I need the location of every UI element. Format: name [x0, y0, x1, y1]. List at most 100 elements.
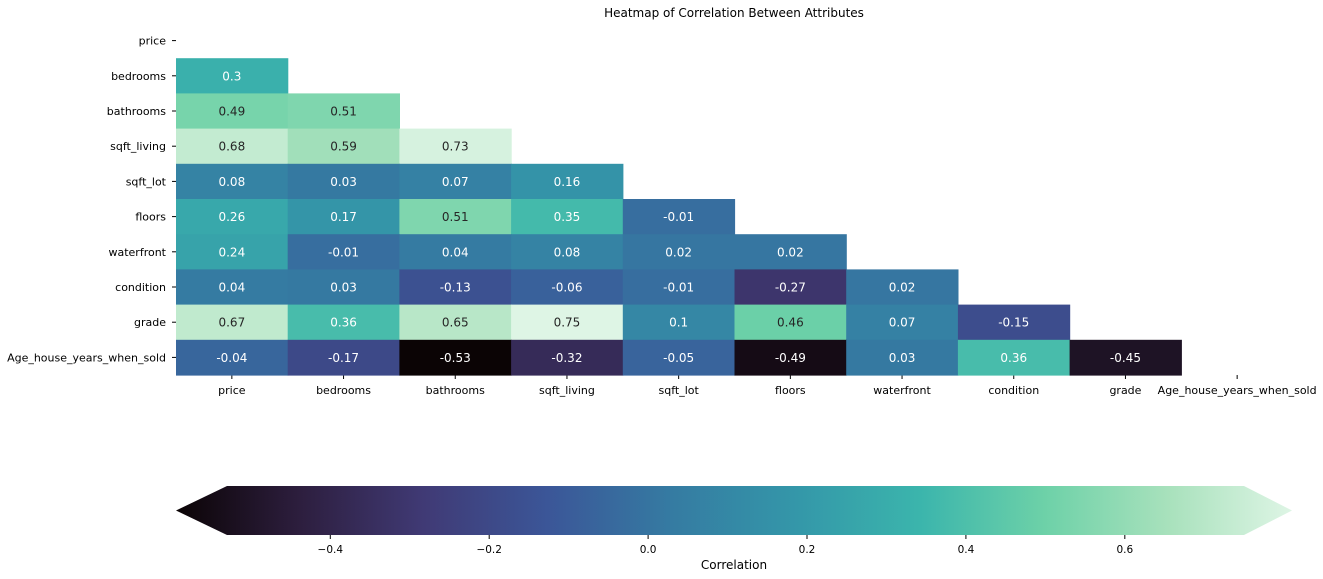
heatmap-cell: [734, 339, 847, 376]
cell-value: -0.15: [998, 316, 1029, 330]
heatmap-cell: [287, 93, 400, 130]
heatmap-cell: [399, 128, 512, 165]
colorbar-tick-label: −0.2: [476, 544, 502, 556]
heatmap-cell: [287, 163, 400, 200]
heatmap-cell: [176, 199, 289, 235]
cell-value: -0.01: [663, 210, 694, 224]
col-label: grade: [1109, 384, 1141, 397]
cell-value: 0.03: [330, 175, 357, 189]
col-label: condition: [988, 384, 1039, 397]
cell-value: 0.75: [554, 316, 581, 330]
row-label: Age_house_years_when_sold: [7, 351, 166, 364]
row-label: floors: [135, 211, 166, 224]
heatmap-cell: [287, 234, 400, 270]
cell-value: 0.59: [330, 140, 357, 154]
cell-value: 0.02: [777, 245, 804, 259]
heatmap-cell: [622, 199, 736, 235]
heatmap-cells: 0.3 0.49 0.51 0.68 0.59 0.73 0.08 0.03 0.07 0.16 0…: [176, 58, 1182, 376]
heatmap-cell: [399, 199, 512, 235]
col-label: bedrooms: [316, 384, 371, 397]
row-label: condition: [115, 281, 166, 294]
cell-value: 0.02: [665, 245, 692, 259]
heatmap-cell: [622, 339, 736, 376]
cell-value: -0.53: [440, 351, 471, 365]
heatmap-cell: [399, 304, 512, 341]
col-labels: price bedrooms bathrooms sqft_living sqft_lo…: [218, 375, 1317, 397]
colorbar-label: Correlation: [701, 558, 767, 572]
heatmap-cell: [287, 128, 400, 165]
row-label: sqft_living: [110, 140, 166, 153]
heatmap-cell: [846, 304, 959, 341]
cell-value: 0.16: [554, 175, 581, 189]
cell-value: -0.27: [775, 281, 806, 295]
colorbar-tick-label: 0.0: [640, 544, 657, 556]
cell-value: -0.06: [551, 281, 582, 295]
cell-value: 0.02: [889, 281, 916, 295]
heatmap-cell: [622, 304, 736, 341]
colorbar-tick-label: 0.6: [1116, 544, 1133, 556]
heatmap-cell: [511, 199, 624, 235]
cell-value: -0.05: [663, 351, 694, 365]
cell-value: 0.65: [442, 316, 469, 330]
cell-value: -0.13: [440, 281, 471, 295]
heatmap-cell: [399, 269, 512, 306]
colorbar: −0.4 −0.2 0.0 0.2 0.4 0.6 Correlation: [176, 486, 1292, 572]
heatmap-cell: [176, 128, 289, 165]
cell-value: 0.35: [554, 210, 581, 224]
cell-value: 0.73: [442, 140, 469, 154]
heatmap-cell: [399, 339, 512, 376]
col-label: sqft_living: [539, 384, 595, 397]
col-label: price: [218, 384, 246, 397]
cell-value: -0.49: [775, 351, 806, 365]
heatmap-cell: [176, 304, 289, 341]
cell-value: 0.36: [330, 316, 357, 330]
heatmap-cell: [957, 304, 1071, 341]
cell-value: 0.67: [218, 316, 245, 330]
colorbar-tick-label: −0.4: [318, 544, 344, 556]
col-label: waterfront: [873, 384, 931, 397]
heatmap-cell: [1069, 339, 1182, 376]
cell-value: 0.51: [442, 210, 469, 224]
heatmap-cell: [511, 163, 624, 200]
cell-value: 0.03: [889, 351, 916, 365]
row-label: bathrooms: [107, 105, 166, 118]
cell-value: 0.49: [218, 105, 245, 119]
heatmap-cell: [287, 199, 400, 235]
heatmap-cell: [734, 269, 847, 306]
cell-value: 0.04: [218, 281, 245, 295]
heatmap-cell: [511, 269, 624, 306]
cell-value: -0.45: [1110, 351, 1141, 365]
heatmap-cell: [846, 269, 959, 306]
cell-value: 0.1: [669, 316, 688, 330]
cell-value: -0.32: [551, 351, 582, 365]
heatmap-cell: [957, 339, 1071, 376]
cell-value: -0.04: [216, 351, 247, 365]
cell-value: 0.46: [777, 316, 804, 330]
cell-value: 0.08: [554, 245, 581, 259]
cell-value: 0.08: [218, 175, 245, 189]
heatmap-cell: [511, 304, 624, 341]
cell-value: 0.3: [222, 69, 241, 83]
col-label: bathrooms: [426, 384, 485, 397]
cell-value: 0.07: [442, 175, 469, 189]
heatmap-cell: [176, 269, 289, 306]
col-label: sqft_lot: [658, 384, 699, 397]
cell-value: -0.01: [663, 281, 694, 295]
colorbar-body: [176, 486, 1292, 535]
row-label: sqft_lot: [126, 175, 167, 188]
cell-value: -0.01: [328, 245, 359, 259]
cell-value: 0.68: [218, 140, 245, 154]
row-label: waterfront: [108, 246, 166, 259]
cell-value: 0.17: [330, 210, 357, 224]
cell-value: 0.51: [330, 105, 357, 119]
heatmap-cell: [734, 304, 847, 341]
heatmap-cell: [176, 339, 289, 376]
heatmap-cell: [176, 58, 289, 94]
heatmap-cell: [176, 93, 289, 130]
heatmap-cell: [511, 234, 624, 270]
heatmap-cell: [287, 339, 400, 376]
row-label: bedrooms: [111, 70, 166, 83]
col-label: Age_house_years_when_sold: [1158, 384, 1317, 397]
col-label: floors: [775, 384, 806, 397]
